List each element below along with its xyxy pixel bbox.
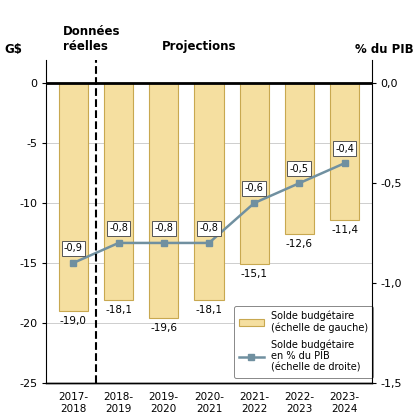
Bar	[104, 84, 133, 300]
Bar	[330, 84, 359, 220]
Legend: Solde budgétaire
(échelle de gauche), Solde budgétaire
en % du PIB
(échelle de d: Solde budgétaire (échelle de gauche), So…	[234, 306, 373, 377]
Text: Projections: Projections	[162, 40, 237, 53]
Bar	[240, 84, 269, 264]
Bar	[59, 84, 88, 311]
Text: -0,8: -0,8	[109, 223, 128, 233]
Text: -0,6: -0,6	[245, 184, 264, 194]
Text: -0,8: -0,8	[154, 223, 173, 233]
Text: -18,1: -18,1	[105, 305, 132, 315]
Bar	[149, 84, 178, 318]
Text: -0,4: -0,4	[335, 144, 354, 153]
Text: % du PIB: % du PIB	[355, 43, 414, 56]
Text: -19,0: -19,0	[60, 316, 87, 326]
Text: G$: G$	[4, 43, 22, 56]
Text: Données
réelles: Données réelles	[63, 25, 120, 53]
Bar	[194, 84, 224, 300]
Text: -0,8: -0,8	[199, 223, 219, 233]
Text: -0,9: -0,9	[64, 243, 83, 253]
Text: -0,5: -0,5	[290, 163, 309, 173]
Text: -19,6: -19,6	[150, 323, 177, 333]
Text: -11,4: -11,4	[331, 224, 358, 234]
Text: -12,6: -12,6	[286, 239, 313, 249]
Text: -18,1: -18,1	[196, 305, 222, 315]
Bar	[285, 84, 314, 234]
Text: -15,1: -15,1	[241, 269, 268, 279]
